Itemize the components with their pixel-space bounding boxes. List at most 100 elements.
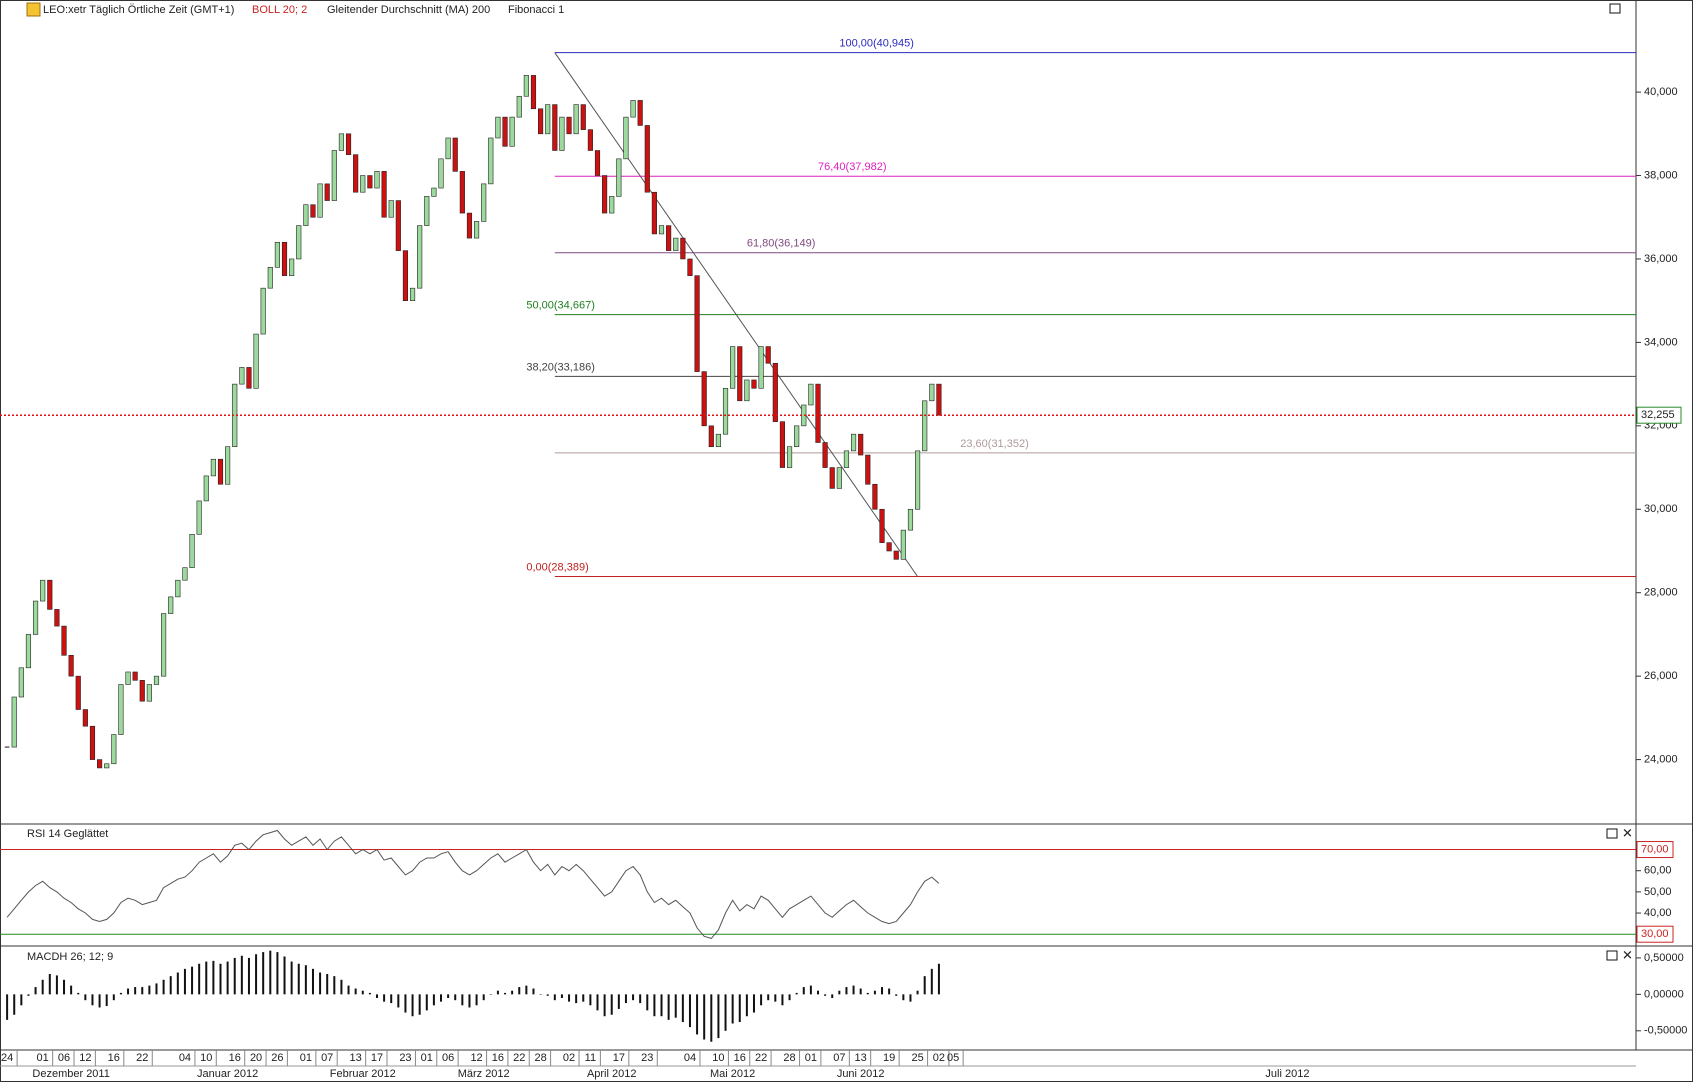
macd-bar [866,992,869,995]
macd-bar [404,994,407,1013]
fib-label: 38,20(33,186) [526,361,595,373]
x-tick-label: 23 [641,1052,653,1064]
macd-bar [852,985,855,995]
x-tick-label: 16 [108,1052,120,1064]
candle [580,104,586,130]
close-button[interactable]: ✕ [1622,947,1633,962]
candle [865,454,871,485]
candle [182,567,188,581]
maximize-button[interactable] [1606,828,1618,839]
candle [210,458,216,477]
x-tick-label: 13 [350,1052,362,1064]
instrument-label[interactable]: LEO:xetr Täglich Örtliche Zeit (GMT+1) [43,4,234,16]
candle [623,116,629,160]
candle [687,258,693,276]
macd-bar [112,994,115,1001]
candle [11,696,17,748]
macd-bar [375,994,378,998]
candle [708,425,714,447]
level-label: 30,00 [1641,928,1669,940]
candle [730,346,736,389]
macd-bar [760,994,763,1006]
maximize-button[interactable] [1606,950,1618,961]
macd-bar [603,994,606,1017]
macd-bar [617,994,620,1009]
macd-bar [809,985,812,995]
macd-bar [795,992,798,995]
candle [459,171,465,214]
candle [296,225,302,260]
month-label: April 2012 [587,1068,637,1080]
candle [651,191,657,235]
maximize-button[interactable] [1609,3,1621,14]
macd-bar [788,994,791,1001]
macd-bar [923,976,926,995]
macd-bar [838,990,841,995]
candle [367,175,373,189]
candle [345,133,352,155]
macd-bar [70,985,73,995]
candle [786,446,793,468]
macd-bar [518,987,521,995]
macd-bar [817,990,819,995]
macd-bar [290,961,293,995]
x-tick-label: 22 [755,1052,767,1064]
y-tick-label: 60,00 [1644,865,1672,877]
x-tick-label: 07 [321,1052,333,1064]
macd-bar [703,994,706,1040]
indicator-label[interactable]: Gleitender Durchschnitt (MA) 200 [327,4,490,16]
macd-bar [84,994,87,1001]
macd-bar [653,994,656,1017]
x-tick-label: 10 [200,1052,212,1064]
candle [338,133,345,151]
candle [808,383,814,406]
macd-bar [888,988,891,995]
candle [161,613,167,677]
macd-bar [902,994,905,1001]
x-tick-label: 01 [300,1052,312,1064]
x-tick-label: 28 [534,1052,546,1064]
macd-bar [283,956,286,995]
macd-bar [340,979,343,995]
macd-bar [13,994,16,1015]
month-label: Mai 2012 [710,1068,755,1080]
candle [794,425,800,447]
y-tick-label: 34,000 [1644,336,1678,348]
candle [431,187,437,197]
indicator-label[interactable]: BOLL 20; 2 [252,4,307,16]
macd-bar [255,954,258,995]
macd-bar [937,963,940,995]
x-tick-label: 28 [783,1052,795,1064]
candle [879,508,885,543]
macd-title[interactable]: MACDH 26; 12; 9 [27,951,113,963]
macd-bar [20,994,23,1006]
candle [936,383,942,416]
macd-bar [134,987,137,995]
macd-bar [632,994,635,1001]
macd-bar [411,994,414,1017]
y-tick-label: 40,00 [1644,907,1672,919]
macd-bar [176,972,179,995]
x-tick-label: 25 [911,1052,923,1064]
macd-bar [77,992,80,995]
candle [417,225,423,289]
indicator-label[interactable]: Fibonacci 1 [508,4,564,16]
macd-bar [546,994,549,996]
macd-bar [624,994,627,1004]
macd-bar [696,994,699,1035]
candle [281,241,288,276]
macd-bar [489,994,492,995]
close-button[interactable]: ✕ [1622,825,1633,840]
macd-bar [183,968,186,995]
candle [217,458,224,485]
macd-bar [383,994,386,1002]
y-tick-label: 26,000 [1644,670,1678,682]
macd-bar [468,994,471,1008]
rsi-title[interactable]: RSI 14 Geglättet [27,828,108,840]
macd-bar [368,992,371,995]
instrument-icon[interactable] [26,2,41,17]
x-tick-label: 16 [734,1052,746,1064]
macd-bar [390,994,393,1004]
x-tick-label: 17 [613,1052,625,1064]
macd-bar [262,952,265,995]
